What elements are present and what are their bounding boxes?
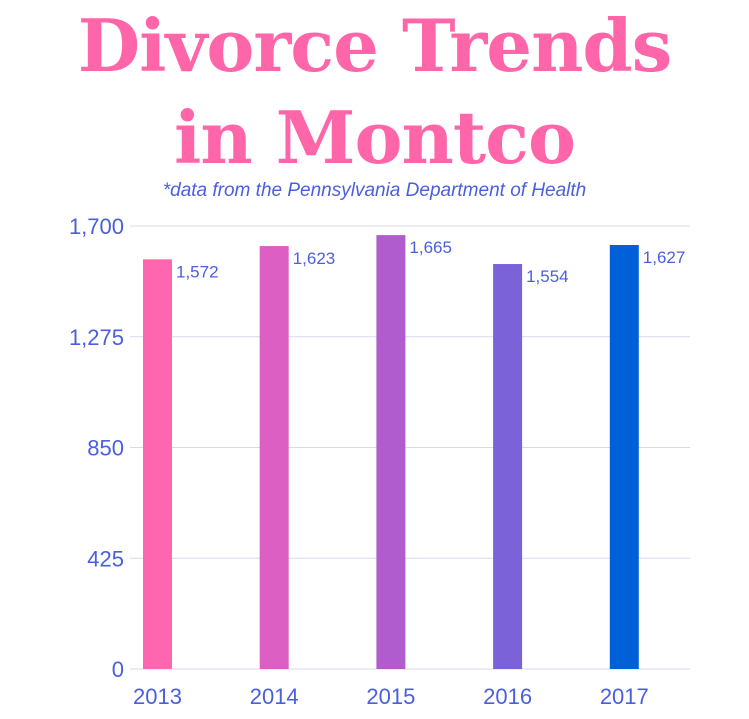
y-tick-label: 1,275 <box>69 325 124 350</box>
data-label-2015: 1,665 <box>409 238 452 257</box>
x-tick-label-2017: 2017 <box>600 684 649 709</box>
x-tick-label-2016: 2016 <box>483 684 532 709</box>
y-axis-tick-labels: 0 425 850 1,275 1,700 <box>69 214 124 682</box>
y-tick-label: 1,700 <box>69 214 124 239</box>
data-label-2013: 1,572 <box>176 262 219 281</box>
data-label-2017: 1,627 <box>643 248 686 267</box>
y-tick-label: 850 <box>87 436 124 461</box>
y-tick-label: 0 <box>112 657 124 682</box>
x-axis-category-labels: 2013 2014 2015 2016 2017 <box>133 684 649 709</box>
chart-subtitle: *data from the Pennsylvania Department o… <box>162 180 587 201</box>
data-label-2014: 1,623 <box>293 249 336 268</box>
bar-2015 <box>376 235 406 669</box>
chart-title-line-1: Divorce Trends <box>77 3 673 88</box>
x-tick-label-2015: 2015 <box>366 684 415 709</box>
chart-title-line-2: in Montco <box>174 95 576 180</box>
bar-2013 <box>143 259 172 669</box>
bar-2016 <box>493 264 523 669</box>
x-tick-label-2013: 2013 <box>133 684 182 709</box>
gridlines <box>130 225 690 670</box>
x-tick-label-2014: 2014 <box>250 684 299 709</box>
bar-2014 <box>259 246 289 669</box>
bars <box>143 235 639 669</box>
data-label-2016: 1,554 <box>526 267 569 286</box>
data-labels: 1,572 1,623 1,665 1,554 1,627 <box>176 238 685 286</box>
bar-2017 <box>609 245 639 669</box>
y-tick-label: 425 <box>87 546 124 571</box>
